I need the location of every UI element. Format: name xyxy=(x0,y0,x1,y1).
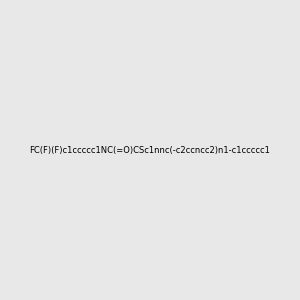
Text: FC(F)(F)c1ccccc1NC(=O)CSc1nnc(-c2ccncc2)n1-c1ccccc1: FC(F)(F)c1ccccc1NC(=O)CSc1nnc(-c2ccncc2)… xyxy=(30,146,270,154)
